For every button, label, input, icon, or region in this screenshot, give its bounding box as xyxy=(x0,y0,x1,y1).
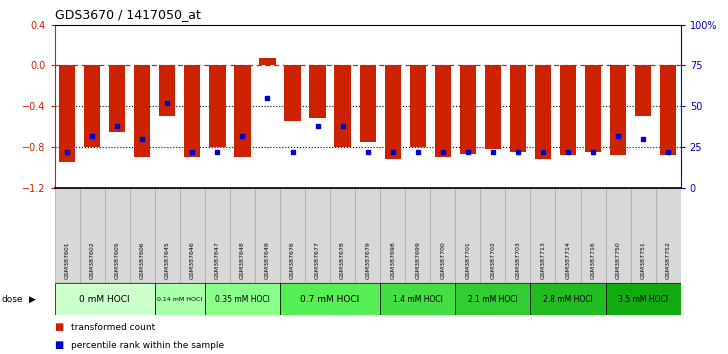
Bar xyxy=(384,65,401,159)
Bar xyxy=(159,65,175,116)
Bar xyxy=(531,283,606,315)
Bar xyxy=(205,283,280,315)
Text: GSM387713: GSM387713 xyxy=(540,241,545,279)
Bar xyxy=(209,65,226,147)
Bar xyxy=(455,283,531,315)
Text: GSM387605: GSM387605 xyxy=(115,242,119,279)
Text: 1.4 mM HOCl: 1.4 mM HOCl xyxy=(393,295,443,304)
Bar xyxy=(656,188,681,283)
Bar xyxy=(531,188,555,283)
Bar xyxy=(510,65,526,152)
Text: GSM387702: GSM387702 xyxy=(491,241,495,279)
Bar xyxy=(455,188,480,283)
Text: GSM387676: GSM387676 xyxy=(290,242,295,279)
Bar xyxy=(430,188,455,283)
Bar xyxy=(585,65,601,152)
Text: percentile rank within the sample: percentile rank within the sample xyxy=(71,341,223,350)
Bar xyxy=(505,188,531,283)
Bar xyxy=(259,58,276,65)
Bar xyxy=(330,188,355,283)
Bar xyxy=(410,65,426,147)
Text: 2.1 mM HOCl: 2.1 mM HOCl xyxy=(468,295,518,304)
Bar xyxy=(205,188,230,283)
Text: GSM387752: GSM387752 xyxy=(665,241,670,279)
Bar xyxy=(334,65,351,147)
Text: GSM387601: GSM387601 xyxy=(65,242,70,279)
Text: transformed count: transformed count xyxy=(71,323,155,332)
Bar xyxy=(610,65,626,155)
Text: GSM387751: GSM387751 xyxy=(641,242,646,279)
Bar xyxy=(280,283,380,315)
Bar xyxy=(234,65,250,157)
Bar xyxy=(435,65,451,157)
Text: 0.35 mM HOCl: 0.35 mM HOCl xyxy=(215,295,270,304)
Text: GSM387698: GSM387698 xyxy=(390,242,395,279)
Text: GSM387606: GSM387606 xyxy=(140,242,145,279)
Text: 0.14 mM HOCl: 0.14 mM HOCl xyxy=(157,297,202,302)
Text: GSM387714: GSM387714 xyxy=(566,241,571,279)
Bar xyxy=(485,65,501,149)
Text: GSM387649: GSM387649 xyxy=(265,241,270,279)
Text: GSM387648: GSM387648 xyxy=(240,242,245,279)
Bar xyxy=(134,65,151,157)
Text: 0 mM HOCl: 0 mM HOCl xyxy=(79,295,130,304)
Bar xyxy=(184,65,200,157)
Text: 3.5 mM HOCl: 3.5 mM HOCl xyxy=(618,295,668,304)
Text: GSM387699: GSM387699 xyxy=(415,241,420,279)
Text: GSM387602: GSM387602 xyxy=(90,242,95,279)
Bar xyxy=(535,65,551,159)
Text: GSM387646: GSM387646 xyxy=(190,242,195,279)
Text: dose: dose xyxy=(1,295,23,304)
Bar xyxy=(405,188,430,283)
Text: GSM387678: GSM387678 xyxy=(340,242,345,279)
Bar xyxy=(459,65,476,154)
Text: ■: ■ xyxy=(55,322,64,332)
Bar xyxy=(84,65,100,147)
Bar xyxy=(606,188,630,283)
Text: ▶: ▶ xyxy=(29,295,36,304)
Bar xyxy=(55,188,79,283)
Bar xyxy=(606,283,681,315)
Bar xyxy=(380,283,455,315)
Bar xyxy=(555,188,580,283)
Bar xyxy=(79,188,105,283)
Text: GSM387700: GSM387700 xyxy=(440,242,446,279)
Bar xyxy=(285,65,301,121)
Text: GSM387677: GSM387677 xyxy=(315,241,320,279)
Text: GSM387750: GSM387750 xyxy=(616,242,620,279)
Text: 0.7 mM HOCl: 0.7 mM HOCl xyxy=(301,295,360,304)
Bar xyxy=(480,188,505,283)
Bar xyxy=(305,188,330,283)
Bar xyxy=(155,283,205,315)
Bar xyxy=(280,188,305,283)
Bar xyxy=(230,188,255,283)
Bar xyxy=(355,188,380,283)
Bar xyxy=(109,65,125,132)
Bar xyxy=(130,188,155,283)
Bar xyxy=(635,65,652,116)
Bar xyxy=(380,188,405,283)
Bar xyxy=(105,188,130,283)
Bar xyxy=(180,188,205,283)
Text: 2.8 mM HOCl: 2.8 mM HOCl xyxy=(543,295,593,304)
Text: GSM387679: GSM387679 xyxy=(365,241,370,279)
Bar xyxy=(660,65,676,155)
Text: GSM387647: GSM387647 xyxy=(215,241,220,279)
Text: GSM387701: GSM387701 xyxy=(465,242,470,279)
Text: GSM387703: GSM387703 xyxy=(515,241,521,279)
Bar xyxy=(255,188,280,283)
Text: GDS3670 / 1417050_at: GDS3670 / 1417050_at xyxy=(55,8,200,21)
Text: GSM387716: GSM387716 xyxy=(590,242,596,279)
Bar xyxy=(630,188,656,283)
Bar xyxy=(560,65,576,155)
Text: GSM387645: GSM387645 xyxy=(165,242,170,279)
Bar xyxy=(309,65,325,118)
Bar xyxy=(59,65,75,162)
Bar xyxy=(155,188,180,283)
Bar xyxy=(55,283,155,315)
Bar xyxy=(580,188,606,283)
Bar xyxy=(360,65,376,142)
Text: ■: ■ xyxy=(55,340,64,350)
